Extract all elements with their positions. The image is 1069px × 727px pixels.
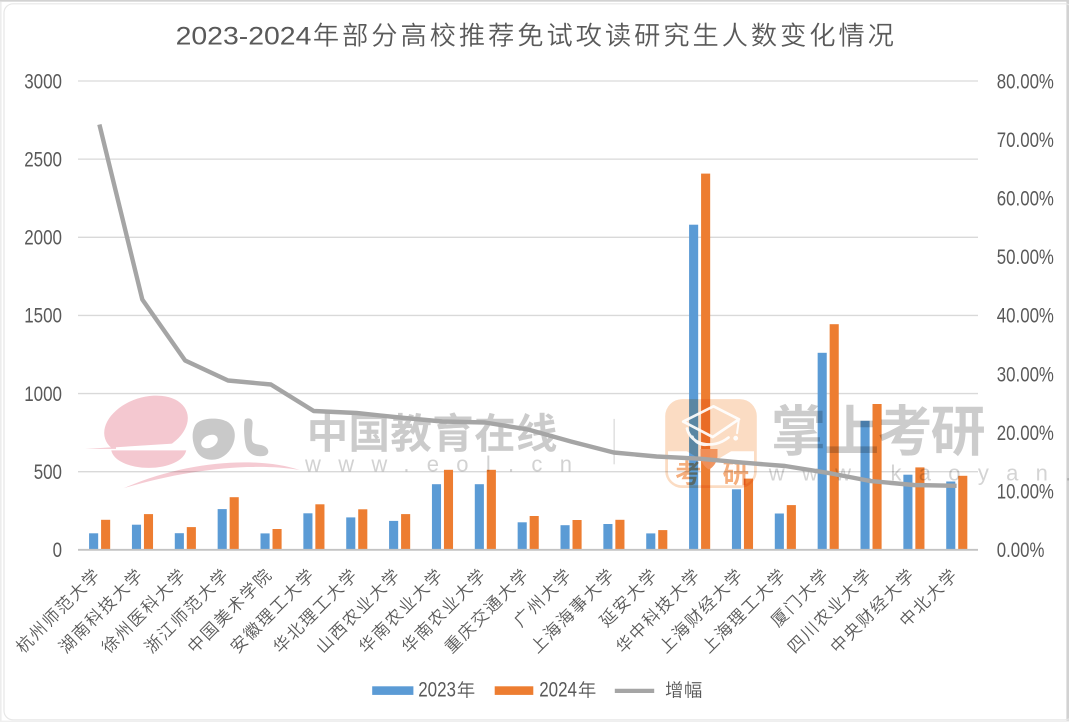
svg-text:1000: 1000 <box>24 382 62 406</box>
svg-text:20.00%: 20.00% <box>997 421 1054 445</box>
svg-text:2023: 2023 <box>418 678 456 702</box>
svg-text:1500: 1500 <box>24 304 62 328</box>
svg-text:2500: 2500 <box>24 147 62 171</box>
svg-text:2023-2024: 2023-2024 <box>176 24 312 51</box>
svg-text:50.00%: 50.00% <box>997 245 1054 269</box>
svg-text:60.00%: 60.00% <box>997 187 1054 211</box>
svg-text:2000: 2000 <box>24 226 62 250</box>
svg-text:10.00%: 10.00% <box>997 480 1054 504</box>
svg-text:40.00%: 40.00% <box>997 304 1054 328</box>
svg-text:30.00%: 30.00% <box>997 362 1054 386</box>
svg-text:500: 500 <box>34 460 62 484</box>
svg-text:2024: 2024 <box>539 678 577 702</box>
svg-text:80.00%: 80.00% <box>997 69 1054 93</box>
svg-text:0.00%: 0.00% <box>997 538 1045 562</box>
svg-text:0: 0 <box>53 538 62 562</box>
svg-text:www.eol.cn: www.eol.cn <box>304 451 589 476</box>
svg-text:3000: 3000 <box>24 69 62 93</box>
svg-text:70.00%: 70.00% <box>997 128 1054 152</box>
